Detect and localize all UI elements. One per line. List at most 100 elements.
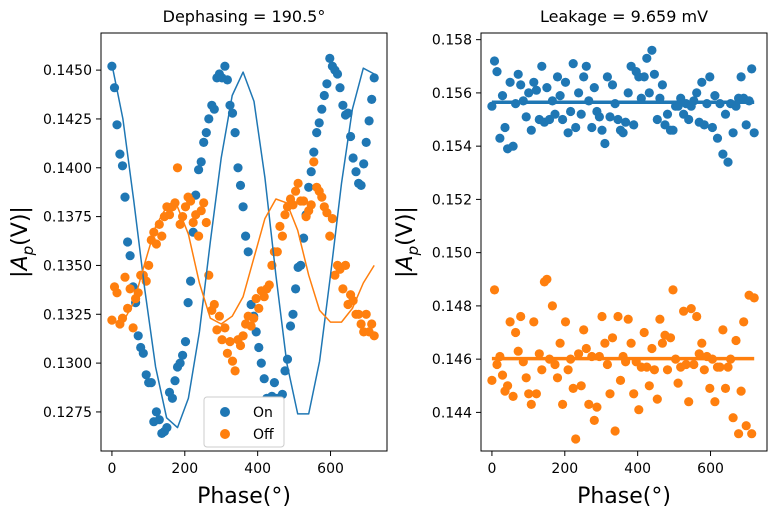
y-tick-label: 0.1450 bbox=[43, 63, 92, 79]
data-point-off bbox=[673, 378, 683, 388]
data-point-off bbox=[652, 394, 662, 404]
y-tick-label: 0.156 bbox=[432, 86, 472, 102]
data-point-off bbox=[668, 285, 678, 295]
data-point-off bbox=[227, 356, 238, 366]
data-point-on bbox=[120, 192, 130, 202]
data-point-off bbox=[723, 362, 733, 372]
data-point-on bbox=[699, 120, 709, 130]
x-tick-label: 0 bbox=[487, 461, 496, 477]
data-point-on bbox=[662, 109, 673, 119]
data-point-off bbox=[277, 231, 287, 241]
data-point-off bbox=[610, 426, 620, 436]
x-tick-label: 0 bbox=[107, 461, 116, 477]
data-point-off bbox=[542, 274, 552, 284]
data-point-off bbox=[492, 359, 502, 370]
data-point-off bbox=[623, 314, 633, 324]
data-point-on bbox=[542, 83, 552, 93]
data-point-on bbox=[285, 321, 296, 331]
data-point-on bbox=[312, 128, 322, 138]
y-tick-label: 0.1275 bbox=[43, 405, 92, 421]
data-point-on bbox=[647, 45, 657, 55]
data-point-off bbox=[692, 311, 702, 322]
x-tick-label: 600 bbox=[317, 461, 344, 477]
axis-ticks: 0 200 400 600 0.144 0.146 0.148 0.150 0.152 0.154… bbox=[432, 33, 724, 477]
data-point-off bbox=[579, 325, 589, 335]
legend-label-on: On bbox=[253, 405, 273, 421]
data-point-off bbox=[230, 366, 240, 376]
data-point-on bbox=[563, 128, 573, 138]
data-point-on bbox=[196, 157, 206, 167]
data-point-on bbox=[167, 393, 177, 403]
data-point-on bbox=[335, 83, 345, 93]
data-point-on bbox=[154, 415, 164, 425]
data-point-off bbox=[220, 323, 230, 333]
y-tick-label: 0.152 bbox=[432, 192, 472, 208]
data-point-off bbox=[555, 338, 565, 348]
plot-area bbox=[107, 53, 379, 438]
data-point-on bbox=[531, 85, 542, 95]
data-point-on bbox=[343, 108, 353, 118]
y-tick-label: 0.148 bbox=[432, 299, 472, 315]
data-point-on bbox=[269, 378, 279, 388]
data-point-off bbox=[524, 389, 534, 399]
y-tick-label: 0.1425 bbox=[43, 112, 92, 128]
data-point-off bbox=[568, 383, 578, 393]
data-point-off bbox=[747, 429, 757, 439]
data-point-on bbox=[707, 122, 718, 133]
data-point-on bbox=[516, 80, 526, 90]
data-point-on bbox=[581, 61, 591, 71]
data-point-on bbox=[571, 122, 581, 133]
data-point-off bbox=[718, 325, 728, 335]
data-point-off bbox=[340, 260, 351, 270]
data-point-off bbox=[657, 338, 668, 348]
data-point-off bbox=[526, 399, 536, 409]
data-point-on bbox=[728, 128, 738, 138]
x-tick-label: 200 bbox=[551, 461, 578, 477]
fit-line-on bbox=[111, 64, 375, 429]
data-point-on bbox=[623, 88, 633, 98]
data-point-on bbox=[351, 167, 361, 177]
data-point-off bbox=[356, 319, 366, 329]
data-point-on bbox=[705, 72, 715, 82]
y-tick-label: 0.144 bbox=[432, 405, 472, 421]
data-point-on bbox=[576, 109, 586, 119]
data-point-off bbox=[649, 365, 660, 375]
data-point-off bbox=[552, 373, 563, 383]
data-point-off bbox=[212, 325, 222, 335]
axes-frame bbox=[100, 32, 388, 452]
data-point-on bbox=[317, 104, 327, 114]
data-point-off bbox=[354, 309, 364, 319]
data-point-off bbox=[170, 198, 180, 208]
data-point-off bbox=[531, 389, 542, 399]
data-point-on bbox=[560, 77, 571, 87]
data-point-on bbox=[602, 72, 613, 82]
data-point-off bbox=[338, 284, 348, 294]
chart-title: Dephasing = 190.5° bbox=[163, 7, 326, 26]
data-point-off bbox=[196, 206, 206, 216]
data-point-off bbox=[222, 348, 232, 358]
data-point-on bbox=[112, 120, 122, 130]
x-tick-label: 600 bbox=[697, 461, 724, 477]
data-point-on bbox=[186, 276, 196, 286]
data-point-off bbox=[201, 217, 211, 228]
data-point-off bbox=[164, 210, 175, 220]
data-point-off bbox=[741, 421, 751, 431]
axis-ticks: 0 200 400 600 0.1275 0.1300 0.1325 0.1350 0.1375… bbox=[43, 63, 344, 477]
data-point-off bbox=[607, 333, 618, 343]
data-point-on bbox=[495, 133, 505, 143]
data-point-off bbox=[626, 338, 636, 348]
data-point-on bbox=[649, 69, 660, 79]
data-point-off bbox=[589, 415, 599, 425]
legend-marker-on bbox=[220, 407, 230, 417]
data-point-off bbox=[697, 338, 707, 348]
data-point-off bbox=[558, 399, 568, 409]
data-point-off bbox=[175, 219, 185, 229]
data-point-off bbox=[537, 365, 547, 375]
data-point-off bbox=[217, 335, 227, 345]
data-point-off bbox=[728, 413, 738, 423]
data-point-on bbox=[513, 69, 523, 79]
data-point-off bbox=[710, 397, 720, 407]
data-point-off bbox=[254, 303, 264, 313]
x-axis-label: Phase(°) bbox=[197, 484, 291, 509]
chart-title: Leakage = 9.659 mV bbox=[540, 7, 708, 26]
